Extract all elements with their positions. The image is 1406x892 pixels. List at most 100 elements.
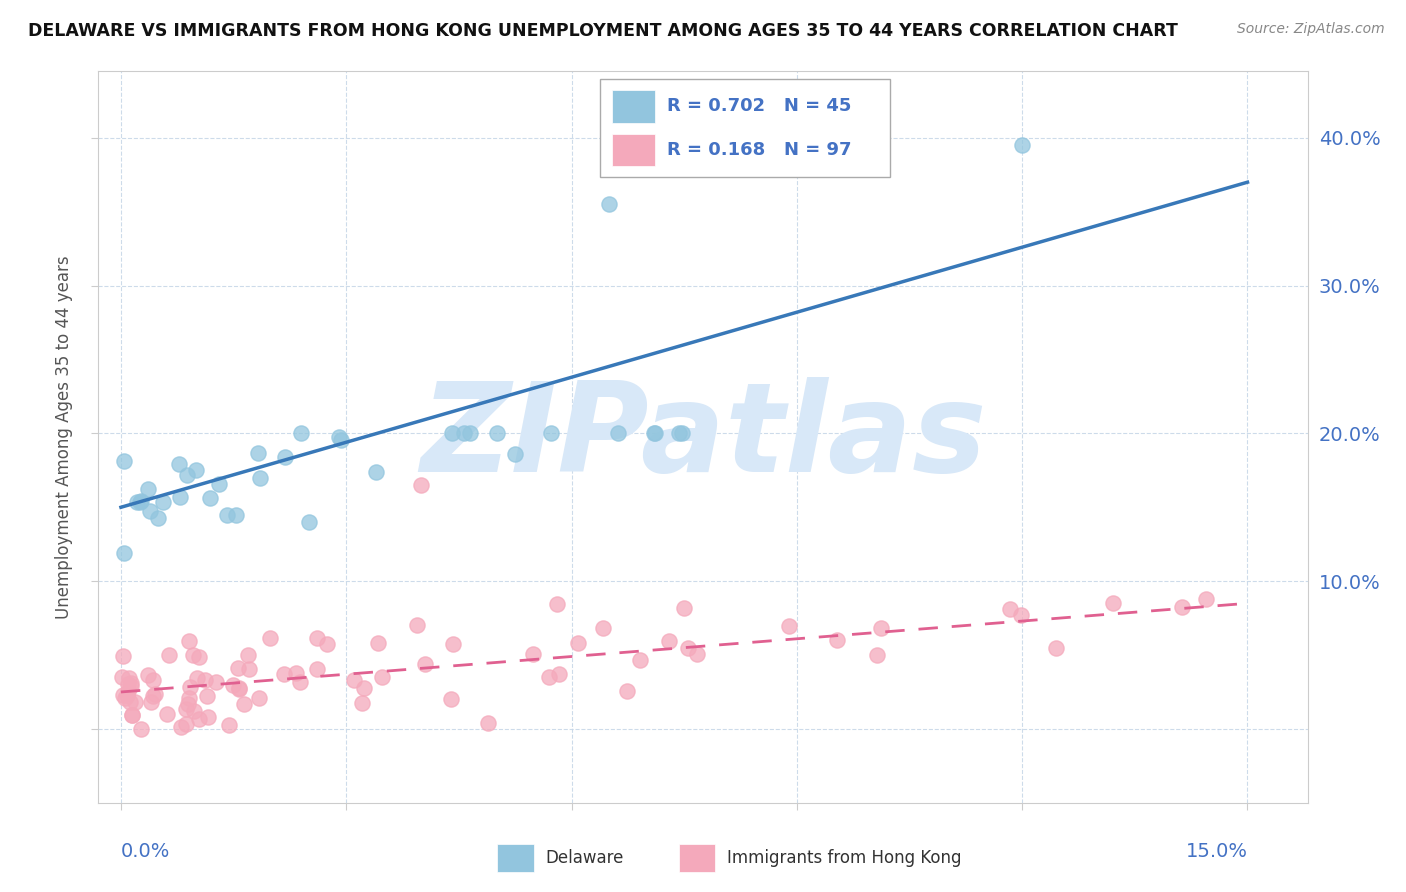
Point bbox=[1045, 641, 1067, 656]
Point bbox=[273, 450, 295, 464]
Point bbox=[307, 631, 329, 645]
Point bbox=[249, 470, 271, 484]
Text: ZIPatlas: ZIPatlas bbox=[420, 376, 986, 498]
Point bbox=[111, 649, 134, 664]
Point bbox=[676, 641, 699, 656]
Point bbox=[141, 695, 163, 709]
Point bbox=[187, 712, 209, 726]
Point bbox=[114, 691, 136, 706]
Point bbox=[115, 688, 138, 702]
Point bbox=[458, 426, 481, 441]
Point bbox=[1011, 138, 1033, 153]
Point bbox=[198, 491, 221, 506]
Point bbox=[827, 632, 849, 647]
Point bbox=[176, 701, 198, 715]
Point bbox=[152, 495, 174, 509]
Point bbox=[628, 653, 651, 667]
Point bbox=[1010, 607, 1032, 622]
Point bbox=[177, 634, 200, 648]
Point bbox=[870, 621, 893, 635]
Point bbox=[136, 482, 159, 496]
Point bbox=[411, 478, 433, 492]
Point bbox=[112, 546, 135, 560]
Point bbox=[120, 676, 142, 690]
Point bbox=[485, 426, 508, 441]
Point bbox=[405, 618, 427, 632]
Point bbox=[290, 426, 312, 441]
Text: DELAWARE VS IMMIGRANTS FROM HONG KONG UNEMPLOYMENT AMONG AGES 35 TO 44 YEARS COR: DELAWARE VS IMMIGRANTS FROM HONG KONG UN… bbox=[28, 22, 1178, 40]
Point bbox=[522, 647, 544, 661]
Point bbox=[156, 707, 179, 722]
Point bbox=[208, 476, 231, 491]
Point bbox=[866, 648, 889, 663]
Point bbox=[247, 691, 270, 706]
Point bbox=[538, 670, 561, 684]
Point bbox=[117, 677, 139, 691]
Point bbox=[505, 447, 527, 461]
Point bbox=[215, 508, 238, 523]
Point bbox=[176, 467, 198, 482]
Point bbox=[353, 681, 375, 695]
Point bbox=[195, 689, 218, 703]
Point bbox=[366, 465, 388, 479]
Point bbox=[367, 636, 389, 650]
FancyBboxPatch shape bbox=[679, 845, 716, 872]
Point bbox=[567, 636, 589, 650]
Y-axis label: Unemployment Among Ages 35 to 44 years: Unemployment Among Ages 35 to 44 years bbox=[55, 255, 73, 619]
Point bbox=[998, 602, 1021, 616]
Point bbox=[298, 515, 321, 529]
Point bbox=[112, 454, 135, 468]
Point bbox=[453, 426, 475, 441]
Point bbox=[197, 710, 219, 724]
Point bbox=[120, 679, 142, 693]
Point bbox=[120, 695, 142, 709]
FancyBboxPatch shape bbox=[600, 78, 890, 178]
Point bbox=[686, 648, 709, 662]
FancyBboxPatch shape bbox=[613, 90, 655, 122]
Point bbox=[328, 430, 350, 444]
Point bbox=[121, 708, 143, 723]
Point bbox=[183, 705, 205, 719]
Point bbox=[671, 426, 693, 441]
Point bbox=[305, 662, 328, 676]
FancyBboxPatch shape bbox=[613, 134, 655, 167]
Point bbox=[259, 631, 281, 645]
Point bbox=[117, 684, 139, 698]
Point bbox=[129, 494, 152, 508]
Point bbox=[111, 688, 134, 702]
Point bbox=[136, 667, 159, 681]
Text: 15.0%: 15.0% bbox=[1185, 842, 1247, 861]
Point bbox=[238, 662, 260, 676]
Point bbox=[350, 696, 373, 710]
Point bbox=[598, 197, 620, 211]
Point bbox=[145, 687, 167, 701]
Point bbox=[284, 666, 307, 681]
Point bbox=[233, 698, 256, 712]
Point bbox=[157, 648, 180, 662]
Point bbox=[1195, 592, 1218, 607]
Point bbox=[174, 717, 197, 731]
Point bbox=[124, 695, 146, 709]
Point bbox=[246, 446, 269, 460]
Text: R = 0.702   N = 45: R = 0.702 N = 45 bbox=[666, 96, 851, 115]
Point bbox=[128, 495, 150, 509]
Point bbox=[1171, 599, 1194, 614]
Point bbox=[187, 650, 209, 665]
Point bbox=[548, 666, 571, 681]
Point bbox=[440, 426, 463, 441]
Point bbox=[204, 674, 226, 689]
Point bbox=[413, 657, 436, 671]
Point bbox=[179, 680, 201, 694]
Point bbox=[343, 673, 366, 688]
Point bbox=[142, 673, 165, 688]
Point bbox=[644, 426, 666, 441]
Point bbox=[546, 597, 568, 611]
Point bbox=[673, 600, 696, 615]
Point bbox=[668, 426, 690, 441]
Point bbox=[226, 660, 249, 674]
Point bbox=[477, 716, 499, 731]
Point bbox=[592, 621, 614, 635]
Text: Immigrants from Hong Kong: Immigrants from Hong Kong bbox=[727, 849, 962, 867]
Point bbox=[169, 490, 191, 504]
Point bbox=[329, 433, 352, 447]
